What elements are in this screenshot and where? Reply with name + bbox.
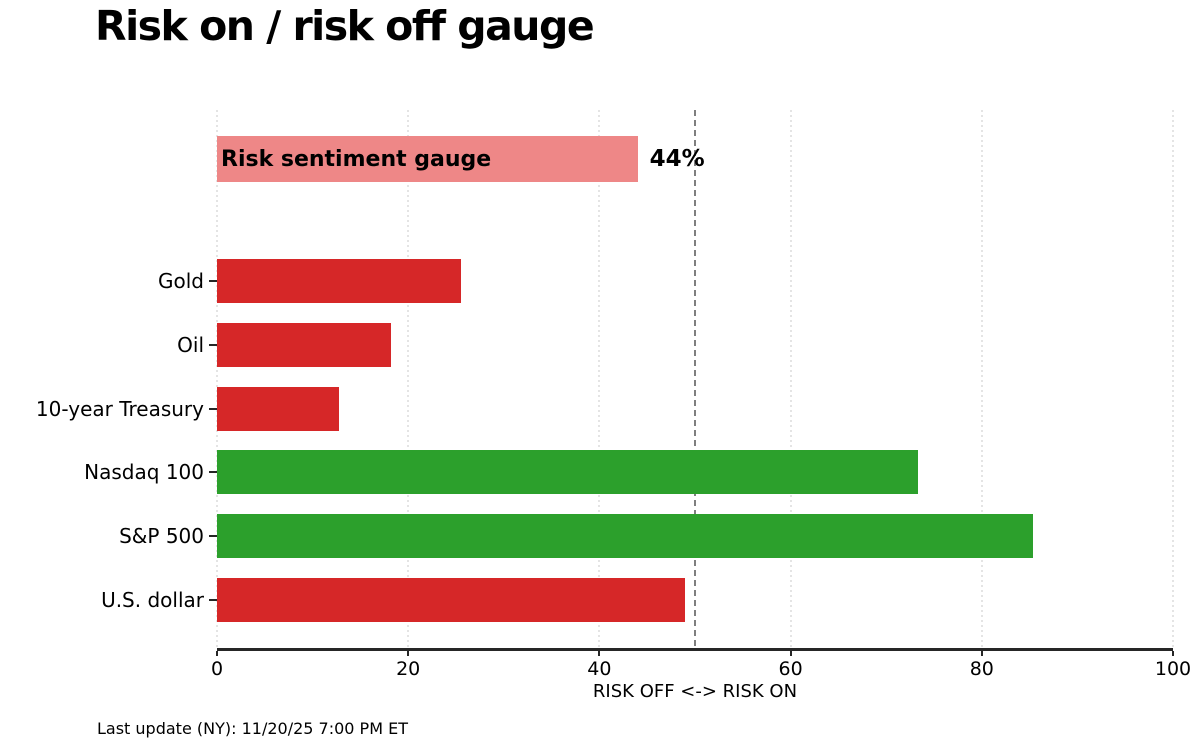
y-label: U.S. dollar [101,588,204,612]
grid-line [598,110,600,648]
y-axis-tick [209,535,217,537]
grid-line [790,110,792,648]
bar-u-s-dollar [217,578,686,622]
y-axis-tick [209,599,217,601]
bar-nasdaq-100 [217,450,918,494]
x-axis-tick [216,651,218,656]
grid-line [407,110,409,648]
bar-10-year-treasury [217,387,340,431]
x-tick-label: 40 [587,658,612,680]
x-tick-label: 20 [396,658,421,680]
x-axis-label: RISK OFF <-> RISK ON [592,681,798,702]
y-label: 10-year Treasury [35,397,204,421]
x-axis-tick [980,651,983,656]
y-label: Nasdaq 100 [84,460,204,484]
plot-area: Risk sentiment gauge 44% RISK OFF <-> RI… [36,110,1191,702]
x-tick-label: 60 [778,658,803,680]
x-tick-label: 80 [969,658,994,680]
y-label: Oil [177,333,204,357]
y-axis-tick [209,344,217,346]
x-axis-tick [407,651,410,656]
y-axis-tick [209,471,217,473]
gauge-value-label: 44% [649,146,705,172]
grid-line [1172,110,1174,648]
chart-title: Risk on / risk off gauge [95,2,595,50]
x-tick-label: 100 [1154,658,1192,680]
y-label: S&P 500 [119,524,204,548]
bar-s-p-500 [217,514,1034,558]
gauge-bar-label: Risk sentiment gauge [221,146,492,172]
x-axis-line [217,648,1173,651]
y-axis-tick [209,280,217,282]
gauge-bar: Risk sentiment gauge [217,136,638,182]
grid-line [216,110,218,648]
x-axis-tick [1172,651,1174,656]
risk-divider-line [694,110,696,648]
bar-oil [217,323,391,367]
grid-line [981,110,983,648]
x-tick-label: 0 [210,658,224,680]
x-axis-tick [598,651,601,656]
x-axis-tick [789,651,792,656]
y-axis-tick [209,408,217,410]
y-label: Gold [158,269,204,293]
last-update-note: Last update (NY): 11/20/25 7:00 PM ET [97,719,408,738]
bar-gold [217,259,461,303]
